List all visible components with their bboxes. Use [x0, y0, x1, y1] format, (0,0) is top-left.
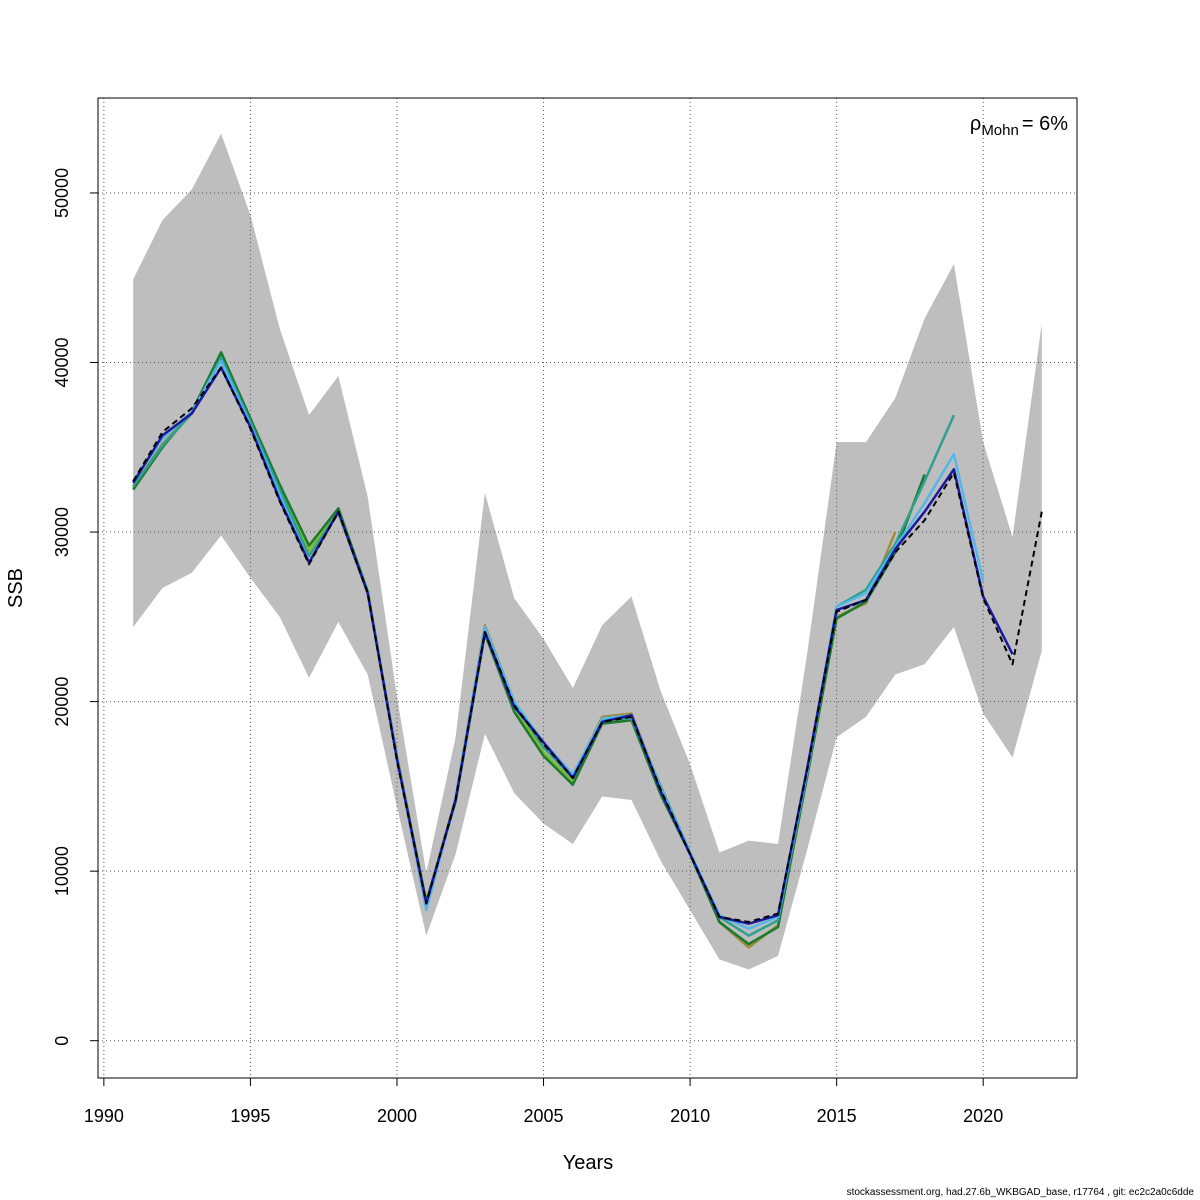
y-tick-label-10000: 10000	[52, 846, 72, 896]
y-tick-label-30000: 30000	[52, 507, 72, 557]
x-tick-label-2000: 2000	[377, 1106, 417, 1126]
grid-layer	[98, 98, 1077, 1078]
x-tick-label-2020: 2020	[963, 1106, 1003, 1126]
y-tick-label-0: 0	[52, 1036, 72, 1046]
rho-subscript: Mohn	[981, 122, 1019, 139]
series-line-0	[132, 366, 1043, 923]
y-tick-label-50000: 50000	[52, 168, 72, 218]
footer-source: stockassessment.org, had.27.6b_WKBGAD_ba…	[846, 1187, 1194, 1198]
y-axis-title: SSB	[5, 568, 27, 608]
confidence-band	[133, 133, 1042, 970]
y-tick-label-20000: 20000	[52, 677, 72, 727]
mohn-rho-annotation: ρMohn = 6%	[970, 113, 1068, 139]
x-tick-label-1995: 1995	[230, 1106, 270, 1126]
rho-value: = 6%	[1022, 113, 1068, 135]
series-layer	[132, 351, 1043, 949]
x-tick-label-1990: 1990	[84, 1106, 124, 1126]
x-axis: 1990 1995 2000 2005 2010 2015 2020	[84, 1077, 1003, 1126]
confidence-band-layer	[133, 133, 1042, 970]
x-tick-label-2015: 2015	[817, 1106, 857, 1126]
x-tick-label-2010: 2010	[670, 1106, 710, 1126]
y-axis: 0 10000 20000 30000 40000 50000	[52, 168, 99, 1046]
x-tick-label-2005: 2005	[524, 1106, 564, 1126]
x-axis-title: Years	[563, 1152, 613, 1174]
rho-symbol: ρ	[970, 113, 981, 135]
y-tick-label-40000: 40000	[52, 337, 72, 387]
